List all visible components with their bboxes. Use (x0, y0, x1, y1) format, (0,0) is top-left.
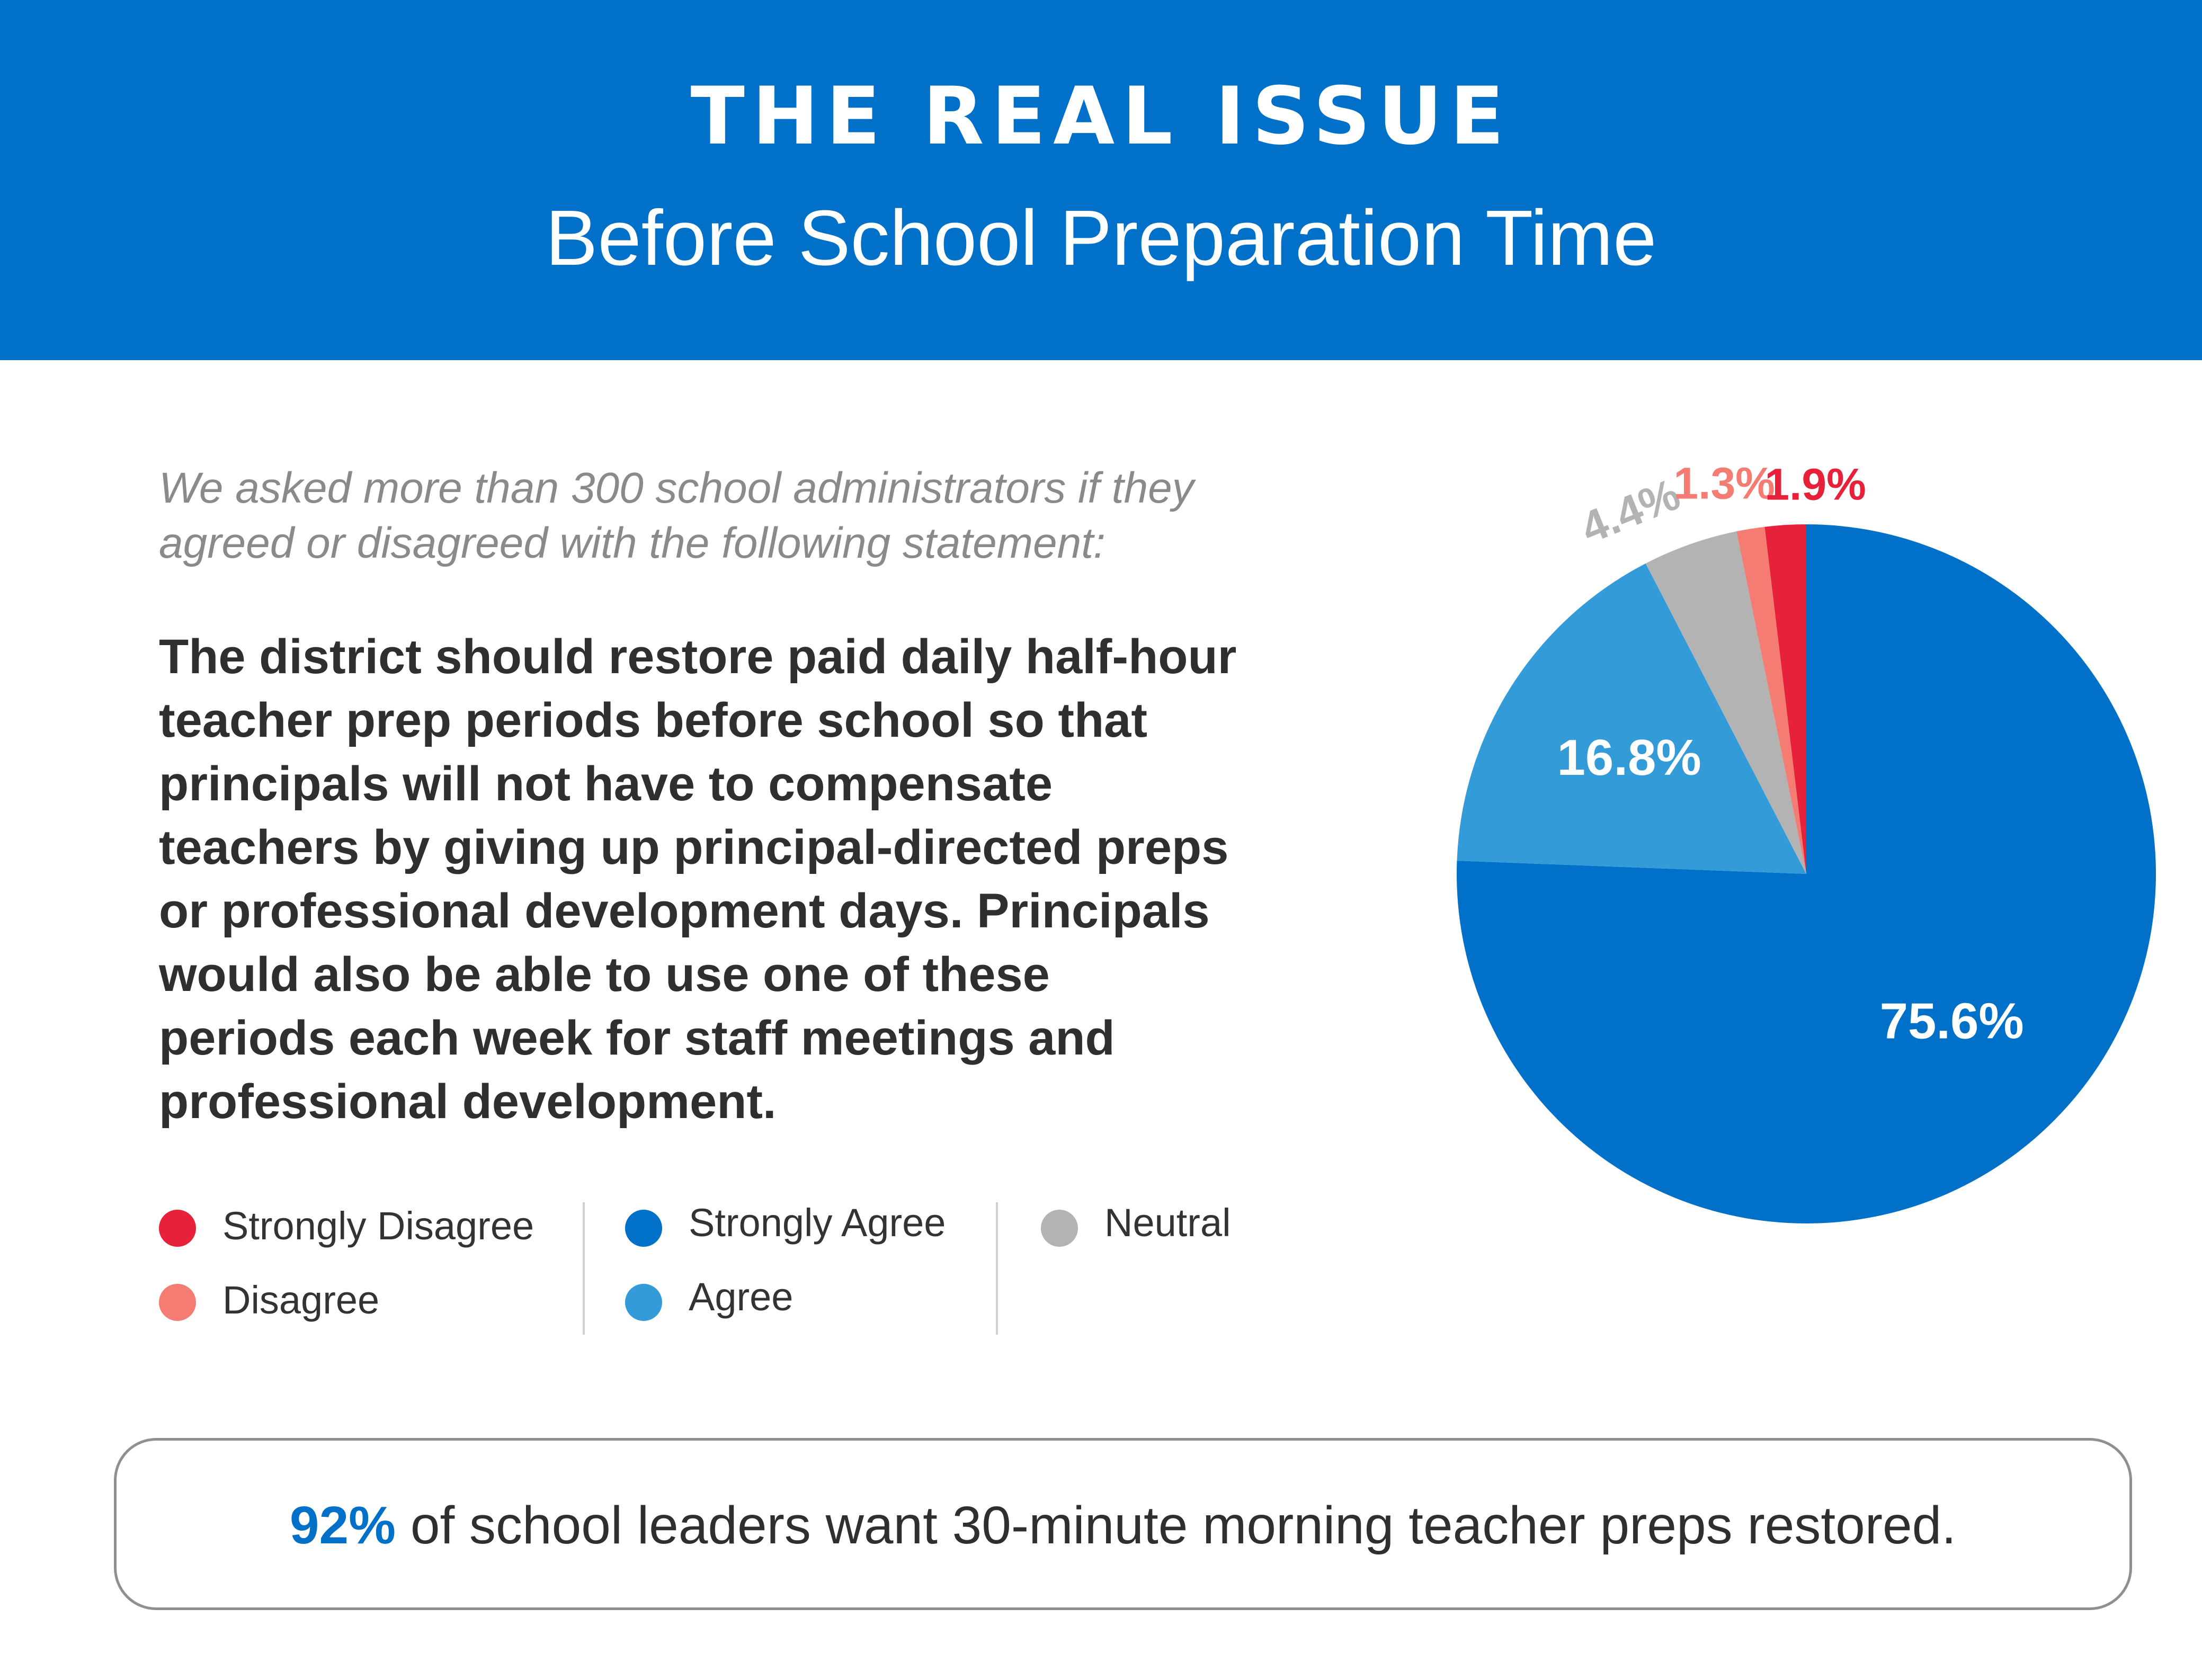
legend-label: Strongly Disagree (222, 1204, 534, 1248)
chart-legend: Strongly Disagree Disagree Strongly Agre… (159, 1201, 1271, 1340)
legend-label: Disagree (222, 1278, 380, 1322)
statement-line: professional development. (159, 1075, 777, 1129)
intro-text: We asked more than 300 school administra… (159, 461, 1324, 571)
intro-line: agreed or disagreed with the following s… (159, 519, 1106, 567)
pie-label-neutral: 4.4% (1574, 469, 1687, 553)
pie-slice-neutral (1645, 531, 1806, 874)
pie-slice-disagree (1736, 526, 1806, 874)
statement-line: principals will not have to compensate (159, 757, 1053, 811)
legend-swatch-agree (625, 1284, 662, 1321)
pie-label-strongly-agree: 75.6% (1880, 993, 2024, 1050)
pie-slice-agree (1457, 563, 1806, 874)
survey-statement: The district should restore paid daily h… (159, 625, 1377, 1133)
statement-line: teachers by giving up principal-directed… (159, 820, 1229, 874)
statement-line: or professional development days. Princi… (159, 884, 1210, 938)
callout-text: 92% of school leaders want 30-minute mor… (117, 1494, 2129, 1557)
pie-slices (1457, 524, 2156, 1223)
summary-callout: 92% of school leaders want 30-minute mor… (114, 1438, 2132, 1610)
statement-line: The district should restore paid daily h… (159, 630, 1237, 684)
statement-line: would also be able to use one of these (159, 948, 1050, 1002)
statement-line: teacher prep periods before school so th… (159, 693, 1147, 747)
pie-label-strongly-disagree: 1.9% (1764, 466, 1866, 509)
legend-swatch-strongly-agree (625, 1210, 662, 1247)
legend-swatch-disagree (159, 1284, 196, 1321)
pie-chart: 75.6% 16.8% 4.4%1.3%1.9% (1457, 466, 2156, 1223)
legend-divider (996, 1202, 998, 1335)
pie-slice-strongly-disagree (1764, 524, 1806, 874)
page-subtitle: Before School Preparation Time (545, 194, 1657, 282)
callout-sentence: of school leaders want 30-minute morning… (396, 1496, 1957, 1555)
header-banner: THE REAL ISSUE Before School Preparation… (0, 0, 2202, 360)
page-title: THE REAL ISSUE (690, 70, 1512, 163)
intro-line: We asked more than 300 school administra… (159, 464, 1194, 512)
legend-swatch-strongly-disagree (159, 1210, 196, 1247)
legend-label: Agree (689, 1275, 794, 1319)
pie-label-agree: 16.8% (1557, 729, 1701, 786)
pie-labels: 75.6% 16.8% 4.4%1.3%1.9% (1557, 466, 2024, 1050)
pie-label-disagree: 1.3% (1673, 466, 1775, 508)
legend-swatch-neutral (1041, 1210, 1078, 1247)
legend-divider (583, 1202, 585, 1335)
statement-line: periods each week for staff meetings and (159, 1011, 1115, 1065)
legend-label: Neutral (1104, 1201, 1231, 1245)
legend-label: Strongly Agree (689, 1201, 946, 1245)
callout-percentage: 92% (289, 1496, 396, 1555)
